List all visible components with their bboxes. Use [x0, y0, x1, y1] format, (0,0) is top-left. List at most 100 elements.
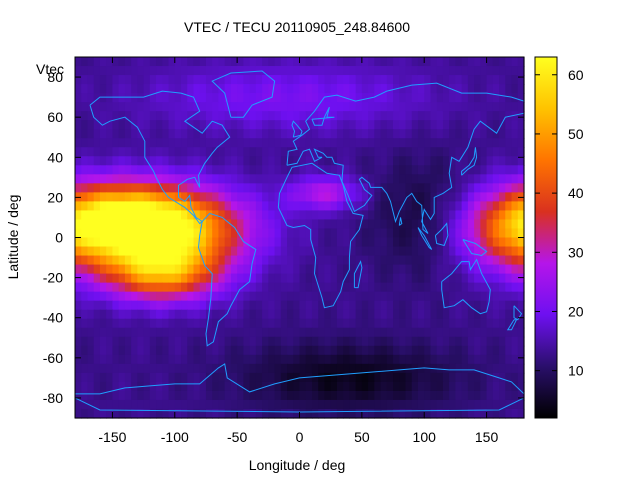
heatmap-cell	[187, 84, 195, 94]
heatmap-cell	[280, 138, 288, 148]
heatmap-cell	[99, 210, 107, 221]
heatmap-cell	[411, 147, 419, 157]
heatmap-cell	[99, 102, 107, 112]
heatmap-cell	[168, 354, 176, 365]
heatmap-cell	[349, 390, 357, 401]
heatmap-cell	[492, 354, 500, 365]
heatmap-cell	[461, 408, 469, 419]
heatmap-cell	[361, 75, 369, 85]
heatmap-cell	[311, 327, 319, 338]
heatmap-cell	[411, 66, 419, 76]
heatmap-cell	[505, 183, 513, 193]
heatmap-cell	[499, 75, 506, 85]
coastline-outlines	[74, 70, 525, 413]
heatmap-cell	[99, 363, 107, 374]
heatmap-cell	[287, 291, 294, 302]
heatmap-cell	[436, 408, 444, 419]
heatmap-cell	[492, 228, 500, 239]
heatmap-cell	[386, 399, 394, 410]
heatmap-cell	[461, 255, 469, 266]
heatmap-cell	[511, 381, 519, 392]
heatmap-cell	[405, 93, 413, 103]
heatmap-cell	[181, 57, 188, 67]
heatmap-cell	[330, 291, 338, 302]
heatmap-cell	[174, 129, 182, 139]
heatmap-cell	[168, 219, 176, 230]
heatmap-cell	[93, 120, 101, 130]
heatmap-cell	[137, 147, 145, 157]
heatmap-cell	[268, 165, 276, 175]
heatmap-cell	[168, 309, 176, 320]
heatmap-cell	[255, 102, 263, 112]
heatmap-cell	[280, 291, 288, 302]
heatmap-cell	[106, 183, 114, 193]
heatmap-cell	[386, 147, 394, 157]
heatmap-cell	[75, 336, 82, 347]
heatmap-cell	[430, 84, 438, 94]
heatmap-cell	[162, 255, 170, 266]
heatmap-cell	[131, 138, 138, 148]
heatmap-cell	[87, 228, 95, 239]
heatmap-cell	[511, 390, 519, 401]
heatmap-cell	[124, 84, 132, 94]
heatmap-cell	[287, 156, 294, 166]
heatmap-cell	[143, 363, 151, 374]
heatmap-cell	[467, 291, 475, 302]
heatmap-cell	[99, 165, 107, 175]
heatmap-cell	[355, 345, 363, 356]
heatmap-cell	[156, 57, 163, 67]
heatmap-cell	[330, 66, 338, 76]
heatmap-cell	[187, 390, 195, 401]
heatmap-cell	[405, 174, 413, 184]
heatmap-cell	[156, 156, 163, 166]
heatmap-cell	[280, 93, 288, 103]
heatmap-cell	[106, 156, 114, 166]
heatmap-cell	[174, 408, 182, 419]
heatmap-cell	[505, 255, 513, 266]
heatmap-cell	[243, 84, 251, 94]
heatmap-cell	[199, 174, 207, 184]
heatmap-cell	[274, 192, 282, 203]
heatmap-cell	[168, 246, 176, 257]
heatmap-cell	[218, 66, 226, 76]
heatmap-cell	[81, 372, 89, 383]
heatmap-cell	[118, 282, 126, 293]
heatmap-cell	[137, 318, 145, 329]
y-tick-label: -20	[43, 270, 63, 286]
heatmap-cell	[349, 327, 357, 338]
heatmap-cell	[255, 327, 263, 338]
heatmap-cell	[361, 201, 369, 212]
heatmap-cell	[467, 129, 475, 139]
heatmap-cell	[274, 255, 282, 266]
heatmap-cell	[199, 129, 207, 139]
heatmap-cell	[299, 228, 307, 239]
heatmap-cell	[199, 210, 207, 221]
heatmap-cell	[255, 84, 263, 94]
heatmap-cell	[399, 282, 407, 293]
heatmap-cell	[75, 138, 82, 148]
heatmap-cell	[455, 399, 463, 410]
heatmap-cell	[131, 273, 138, 284]
heatmap-cell	[131, 66, 138, 76]
heatmap-cell	[399, 264, 407, 275]
heatmap-cell	[399, 228, 407, 239]
heatmap-cell	[442, 300, 450, 311]
heatmap-cell	[268, 354, 276, 365]
heatmap-cell	[517, 273, 525, 284]
heatmap-cell	[417, 66, 425, 76]
heatmap-cell	[424, 66, 432, 76]
heatmap-cell	[106, 66, 114, 76]
heatmap-cell	[106, 318, 114, 329]
heatmap-cell	[99, 138, 107, 148]
heatmap-cell	[386, 363, 394, 374]
heatmap-cell	[361, 183, 369, 193]
heatmap-cell	[280, 381, 288, 392]
heatmap-cell	[112, 354, 120, 365]
heatmap-cell	[280, 273, 288, 284]
heatmap-cell	[156, 147, 163, 157]
heatmap-cell	[75, 390, 82, 401]
heatmap-cell	[156, 75, 163, 85]
heatmap-cell	[461, 75, 469, 85]
heatmap-cell	[324, 282, 332, 293]
heatmap-cell	[249, 165, 257, 175]
